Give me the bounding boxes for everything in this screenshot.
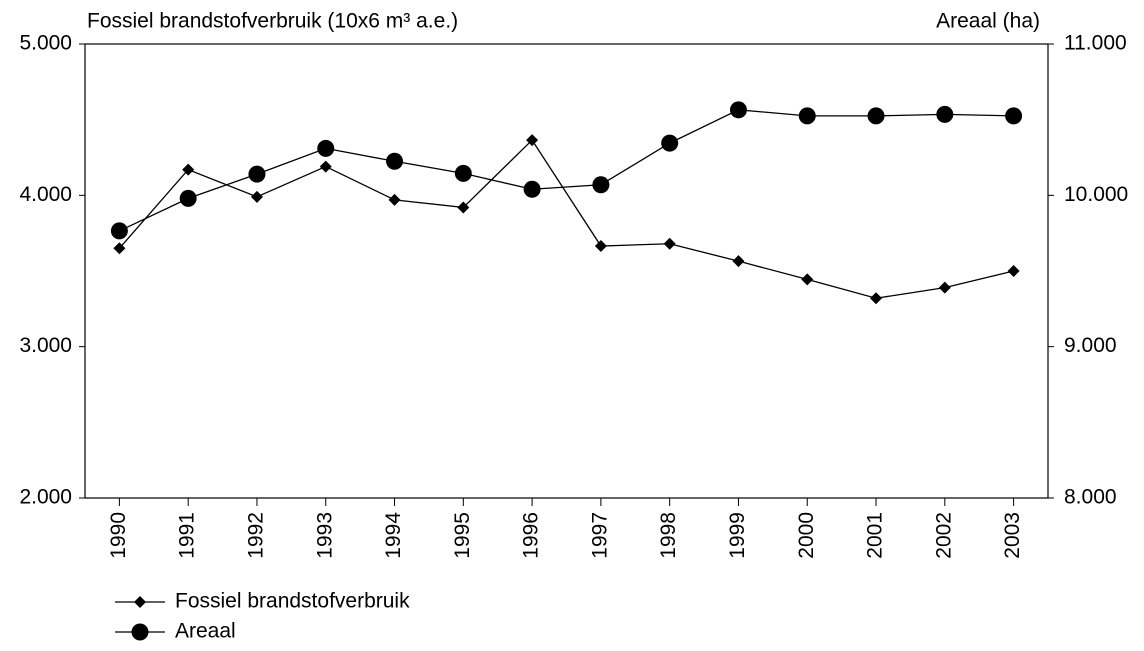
x-tick-label: 2001	[864, 512, 887, 559]
point	[113, 242, 126, 255]
point	[182, 163, 195, 176]
series-line	[119, 109, 1014, 232]
point	[1005, 107, 1023, 125]
point	[732, 255, 745, 268]
point	[248, 165, 266, 183]
legend-marker	[134, 596, 146, 608]
y-tick-label: 3.000	[19, 334, 72, 357]
point	[594, 240, 607, 253]
y2-axis-title: Areaal (ha)	[936, 10, 1040, 33]
x-tick-label: 1992	[245, 512, 268, 559]
y-tick-label: 5.000	[19, 32, 72, 55]
y2-tick-label: 9.000	[1064, 334, 1117, 357]
y2-tick-label: 8.000	[1064, 486, 1117, 509]
point	[388, 193, 401, 206]
x-tick-label: 1995	[451, 512, 474, 559]
point	[870, 292, 883, 305]
point	[1007, 265, 1020, 277]
point	[317, 139, 335, 157]
point	[250, 190, 263, 203]
x-tick-label: 1999	[726, 512, 749, 559]
y2-tick-label: 11.000	[1064, 32, 1127, 55]
point	[386, 152, 404, 170]
point	[454, 164, 472, 182]
point	[867, 107, 885, 125]
x-tick-label: 1990	[107, 512, 130, 559]
x-tick-label: 2000	[795, 512, 818, 559]
x-tick-label: 2003	[1001, 512, 1024, 559]
y-axis-title: Fossiel brandstofverbruik (10x6 m³ a.e.)	[87, 10, 458, 33]
legend-label: Areaal	[175, 620, 236, 643]
point	[110, 222, 128, 240]
point	[798, 107, 816, 125]
x-tick-label: 1993	[313, 512, 336, 559]
point	[661, 134, 679, 152]
point	[729, 101, 747, 119]
plot-frame	[84, 43, 1049, 499]
point	[938, 281, 951, 294]
x-tick-label: 2002	[932, 512, 955, 559]
x-tick-label: 1998	[657, 512, 680, 559]
legend-label: Fossiel brandstofverbruik	[175, 590, 410, 613]
series-line	[118, 139, 1014, 299]
y2-tick-label: 10.000	[1064, 183, 1128, 206]
point	[592, 176, 610, 194]
x-tick-label: 1991	[176, 512, 199, 559]
point	[936, 105, 954, 123]
legend-marker	[131, 623, 149, 641]
point	[457, 201, 470, 214]
point	[526, 134, 539, 147]
x-tick-label: 1996	[520, 512, 543, 559]
y-tick-label: 4.000	[19, 183, 72, 206]
point	[319, 160, 332, 173]
point	[523, 180, 541, 198]
point	[179, 189, 197, 207]
x-tick-label: 1997	[588, 512, 611, 559]
point	[663, 237, 676, 250]
x-tick-label: 1994	[382, 512, 405, 559]
point	[801, 273, 814, 286]
y-tick-label: 2.000	[19, 486, 72, 509]
